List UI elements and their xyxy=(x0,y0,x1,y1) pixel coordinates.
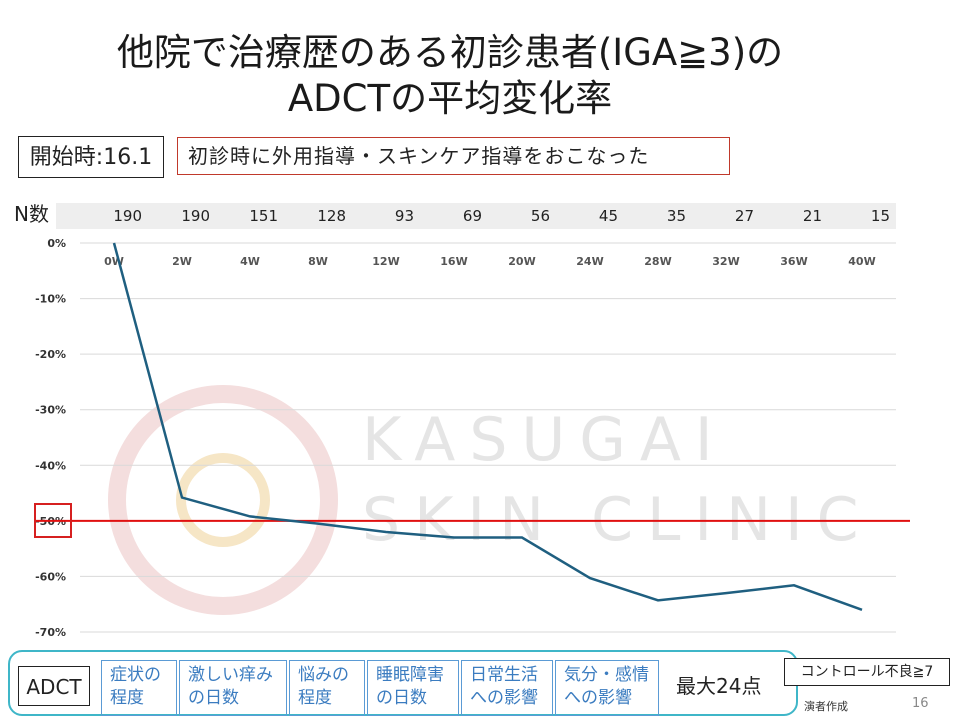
adct-item: 睡眠障害 の日数 xyxy=(367,660,459,716)
x-tick-label: 4W xyxy=(240,255,260,268)
y-tick-label: -40% xyxy=(35,459,66,472)
adct-item-line1: 激しい痒み xyxy=(188,665,273,685)
x-tick-label: 12W xyxy=(372,255,399,268)
max-score-label: 最大24点 xyxy=(676,674,762,698)
adct-item-line1: 日常生活 xyxy=(470,665,538,685)
adct-item-line1: 悩みの xyxy=(298,665,349,685)
adct-item: 悩みの 程度 xyxy=(289,660,365,716)
x-tick-label: 40W xyxy=(848,255,875,268)
x-tick-label: 28W xyxy=(644,255,671,268)
n-count-cell: 56 xyxy=(530,207,550,225)
adct-item: 激しい痒み の日数 xyxy=(179,660,287,716)
n-count-cell: 45 xyxy=(598,207,618,225)
author-credit: 演者作成 xyxy=(804,700,848,713)
series-group xyxy=(112,242,863,611)
y-tick-label: -30% xyxy=(35,404,66,417)
adct-item: 気分・感情 への影響 xyxy=(555,660,659,716)
adct-item: 症状の 程度 xyxy=(101,660,177,716)
n-count-cell: 69 xyxy=(462,207,482,225)
note-box: 初診時に外用指導・スキンケア指導をおこなった xyxy=(177,137,730,175)
x-tick-label: 20W xyxy=(508,255,535,268)
n-count-cell: 21 xyxy=(802,207,822,225)
slide-title-line2: ADCTの平均変化率 xyxy=(287,77,613,120)
y-axis-ticks: 0%-10%-20%-30%-40%-50%-60%-70% xyxy=(35,237,66,639)
series-line xyxy=(112,242,863,611)
n-count-cell: 128 xyxy=(317,207,346,225)
page-number: 16 xyxy=(912,696,929,711)
n-count-cell: 151 xyxy=(249,207,278,225)
adct-item-line2: 程度 xyxy=(110,688,144,708)
adct-item-line2: への影響 xyxy=(564,688,632,708)
x-tick-label: 24W xyxy=(576,255,603,268)
n-count-label: N数 xyxy=(14,202,49,226)
y-tick-label: -10% xyxy=(35,293,66,306)
adct-label: ADCT xyxy=(18,666,90,706)
x-tick-label: 32W xyxy=(712,255,739,268)
n-count-cell: 15 xyxy=(870,207,890,225)
n-count-cell: 27 xyxy=(734,207,754,225)
start-value-box: 開始時:16.1 xyxy=(18,136,164,178)
y-tick-label: 0% xyxy=(47,237,66,250)
x-tick-label: 36W xyxy=(780,255,807,268)
x-tick-label: 8W xyxy=(308,255,328,268)
x-axis-ticks: 0W 2W 4W 8W 12W 16W 20W 24W 28W 32W 36W 40W xyxy=(104,255,876,268)
adct-item-line2: の日数 xyxy=(376,688,427,708)
adct-item-line2: の日数 xyxy=(188,688,239,708)
n-count-cell: 93 xyxy=(394,207,414,225)
n-count-cell: 35 xyxy=(666,207,686,225)
adct-item-line2: 程度 xyxy=(298,688,332,708)
adct-item-line1: 症状の xyxy=(110,665,161,685)
watermark-line1: KASUGAI xyxy=(362,405,727,475)
clinic-logo-watermark-inner-icon xyxy=(176,453,270,547)
reference-value-highlight xyxy=(34,503,72,538)
n-count-row xyxy=(56,203,896,229)
n-count-cell: 190 xyxy=(181,207,210,225)
x-tick-label: 2W xyxy=(172,255,192,268)
chart-grid xyxy=(80,242,896,633)
control-threshold-box: コントロール不良≧7 xyxy=(784,658,950,686)
y-tick-label: -20% xyxy=(35,348,66,361)
adct-item-line2: への影響 xyxy=(470,688,538,708)
y-tick-label: -60% xyxy=(35,570,66,583)
slide-title-line1: 他院で治療歴のある初診患者(IGA≧3)の xyxy=(116,31,784,74)
adct-item-line1: 気分・感情 xyxy=(564,665,649,685)
y-tick-label: -70% xyxy=(35,626,66,639)
x-tick-label: 16W xyxy=(440,255,467,268)
adct-item: 日常生活 への影響 xyxy=(461,660,553,716)
adct-item-line1: 睡眠障害 xyxy=(376,665,444,685)
n-count-cell: 190 xyxy=(113,207,142,225)
